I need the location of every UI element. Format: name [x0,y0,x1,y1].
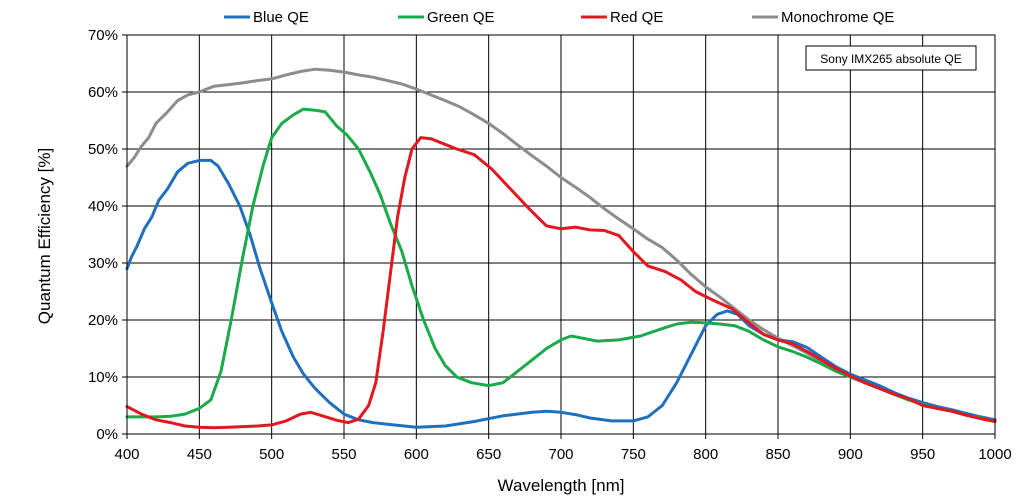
y-tick-label: 10% [88,369,118,386]
series-line-blue-qe [125,158,997,429]
annotation-text: Sony IMX265 absolute QE [820,52,961,66]
x-tick-label: 450 [187,446,212,463]
x-tick-label: 650 [476,446,501,463]
legend-item-blue-qe: Blue QE [224,9,309,26]
x-tick-label: 400 [114,446,139,463]
legend-label: Red QE [610,9,663,26]
axis-tick-labels: 400 450 500 550 600 650 700 750 800 850 900 950 1000… [88,27,1012,463]
y-tick-label: 30% [88,255,118,272]
y-tick-label: 40% [88,198,118,215]
x-tick-label: 700 [548,446,573,463]
series-line-red-qe [125,136,997,430]
x-tick-label: 800 [693,446,718,463]
x-tick-label: 750 [621,446,646,463]
y-tick-label: 60% [88,84,118,101]
y-tick-label: 20% [88,312,118,329]
legend-label: Monochrome QE [781,9,894,26]
chart-legend: Blue QE Green QE Red QE Monochrome QE [224,9,894,26]
x-tick-label: 1000 [978,446,1011,463]
x-tick-label: 850 [765,446,790,463]
legend-item-red-qe: Red QE [581,9,663,26]
legend-item-green-qe: Green QE [398,9,495,26]
y-tick-label: 0% [96,426,118,443]
x-tick-label: 550 [331,446,356,463]
x-tick-label: 600 [404,446,429,463]
annotation-frame [805,45,977,71]
legend-label: Green QE [427,9,495,26]
x-tick-label: 900 [838,446,863,463]
y-axis-title: Quantum Efficiency [%] [35,148,54,324]
y-tick-label: 50% [88,141,118,158]
annotation-box: Sony IMX265 absolute QE [805,45,977,71]
x-tick-label: 950 [910,446,935,463]
series-lines [125,67,997,430]
y-tick-label: 70% [88,27,118,44]
x-axis-title: Wavelength [nm] [498,476,625,495]
chart-grid [126,34,996,435]
legend-item-monochrome-qe: Monochrome QE [752,9,894,26]
x-tick-label: 500 [259,446,284,463]
legend-label: Blue QE [253,9,309,26]
series-line-green-qe [125,107,997,423]
